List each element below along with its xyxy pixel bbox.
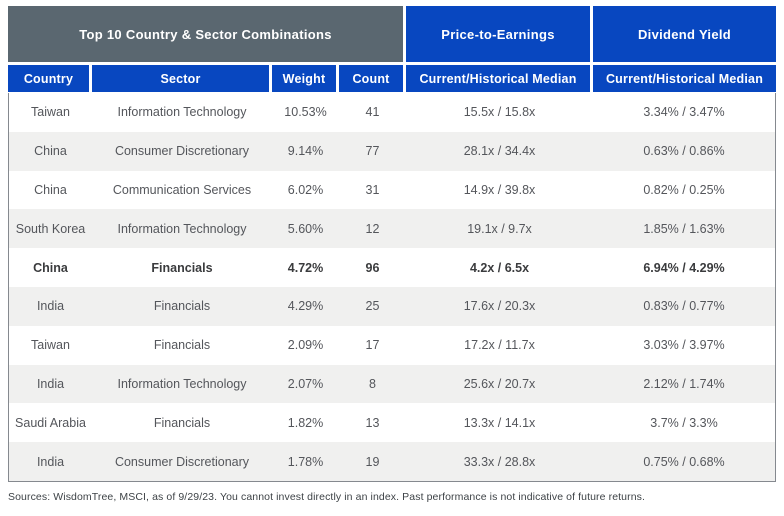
table-row: India Information Technology 2.07% 8 25.… [9, 364, 775, 404]
cell-country: Taiwan [31, 338, 70, 353]
cell-pe: 15.5x / 15.8x [463, 105, 536, 120]
col-header-count: Count [339, 65, 403, 92]
header-divider [403, 65, 406, 92]
table-row: China Communication Services 6.02% 31 14… [9, 170, 775, 210]
cell-country: China [34, 182, 67, 197]
cell-pe: 25.6x / 20.7x [463, 376, 536, 391]
header-divider [590, 65, 593, 92]
cell-country: China [33, 260, 68, 275]
cell-sector: Information Technology [117, 105, 247, 120]
table-body: Taiwan Information Technology 10.53% 41 … [8, 93, 776, 482]
country-sector-table: Top 10 Country & Sector Combinations Pri… [8, 6, 776, 482]
table-title: Top 10 Country & Sector Combinations [8, 6, 403, 62]
cell-weight: 4.29% [287, 299, 324, 314]
cell-pe: 17.6x / 20.3x [463, 299, 536, 314]
cell-weight: 6.02% [287, 182, 324, 197]
cell-weight: 5.60% [287, 221, 324, 236]
header-divider [403, 6, 406, 62]
table-row: China Consumer Discretionary 9.14% 77 28… [9, 131, 775, 171]
col-header-weight: Weight [272, 65, 336, 92]
cell-count: 25 [365, 299, 380, 314]
col-header-pe-median: Current/Historical Median [406, 65, 590, 92]
source-note: Sources: WisdomTree, MSCI, as of 9/29/23… [8, 491, 646, 503]
table-row: Taiwan Financials 2.09% 17 17.2x / 11.7x… [9, 325, 775, 365]
cell-sector: Consumer Discretionary [114, 144, 250, 159]
column-header-row: Country Sector Weight Count Current/Hist… [8, 65, 776, 92]
cell-country: Taiwan [31, 105, 70, 120]
cell-count: 12 [365, 221, 380, 236]
cell-country: South Korea [15, 221, 86, 236]
cell-country: India [36, 376, 65, 391]
header-divider [590, 6, 593, 62]
table-row: South Korea Information Technology 5.60%… [9, 209, 775, 249]
cell-country: Saudi Arabia [15, 415, 86, 430]
table-row: India Financials 4.29% 25 17.6x / 20.3x … [9, 286, 775, 326]
header-divider [89, 65, 92, 92]
header-divider [336, 65, 339, 92]
cell-pe: 28.1x / 34.4x [463, 144, 536, 159]
cell-pe: 17.2x / 11.7x [464, 338, 535, 353]
cell-dy: 2.12% / 1.74% [643, 376, 725, 391]
cell-country: India [36, 299, 65, 314]
cell-sector: Information Technology [117, 376, 247, 391]
cell-dy: 3.34% / 3.47% [643, 105, 725, 120]
cell-count: 41 [365, 105, 380, 120]
cell-weight: 9.14% [287, 144, 324, 159]
cell-weight: 1.82% [287, 415, 324, 430]
cell-count: 13 [365, 415, 380, 430]
cell-sector: Financials [153, 299, 211, 314]
cell-count: 17 [365, 338, 380, 353]
table-row: China Financials 4.72% 96 4.2x / 6.5x 6.… [9, 248, 775, 287]
col-header-dy-median: Current/Historical Median [593, 65, 776, 92]
cell-count: 96 [365, 260, 380, 275]
header-divider [269, 65, 272, 92]
cell-dy: 3.03% / 3.97% [643, 338, 725, 353]
cell-country: India [36, 454, 65, 469]
pe-group-header: Price-to-Earnings [406, 6, 590, 62]
cell-count: 77 [365, 144, 380, 159]
cell-pe: 14.9x / 39.8x [463, 182, 536, 197]
cell-weight: 1.78% [287, 454, 324, 469]
cell-count: 31 [365, 182, 380, 197]
cell-weight: 10.53% [284, 105, 327, 120]
cell-weight: 2.07% [287, 376, 324, 391]
cell-dy: 1.85% / 1.63% [643, 221, 725, 236]
cell-weight: 2.09% [287, 338, 324, 353]
table-row: Taiwan Information Technology 10.53% 41 … [9, 93, 775, 132]
cell-dy: 0.83% / 0.77% [643, 299, 725, 314]
cell-sector: Communication Services [112, 182, 252, 197]
cell-sector: Consumer Discretionary [114, 454, 250, 469]
cell-sector: Financials [151, 260, 213, 275]
cell-dy: 0.63% / 0.86% [643, 144, 725, 159]
cell-sector: Financials [153, 415, 211, 430]
cell-dy: 0.82% / 0.25% [643, 182, 725, 197]
group-header-row: Top 10 Country & Sector Combinations Pri… [8, 6, 776, 62]
cell-dy: 3.7% / 3.3% [650, 415, 718, 430]
col-header-sector: Sector [92, 65, 269, 92]
table-row: India Consumer Discretionary 1.78% 19 33… [9, 442, 775, 481]
cell-pe: 13.3x / 14.1x [463, 415, 536, 430]
cell-pe: 19.1x / 9.7x [467, 221, 532, 236]
cell-sector: Information Technology [117, 221, 247, 236]
cell-count: 8 [369, 376, 376, 391]
cell-sector: Financials [153, 338, 211, 353]
col-header-country: Country [8, 65, 89, 92]
dy-group-header: Dividend Yield [593, 6, 776, 62]
cell-count: 19 [365, 454, 380, 469]
cell-country: China [34, 144, 67, 159]
cell-dy: 6.94% / 4.29% [643, 260, 725, 275]
cell-dy: 0.75% / 0.68% [643, 454, 725, 469]
cell-weight: 4.72% [287, 260, 324, 275]
cell-pe: 33.3x / 28.8x [463, 454, 536, 469]
cell-pe: 4.2x / 6.5x [469, 260, 530, 275]
table-row: Saudi Arabia Financials 1.82% 13 13.3x /… [9, 403, 775, 443]
